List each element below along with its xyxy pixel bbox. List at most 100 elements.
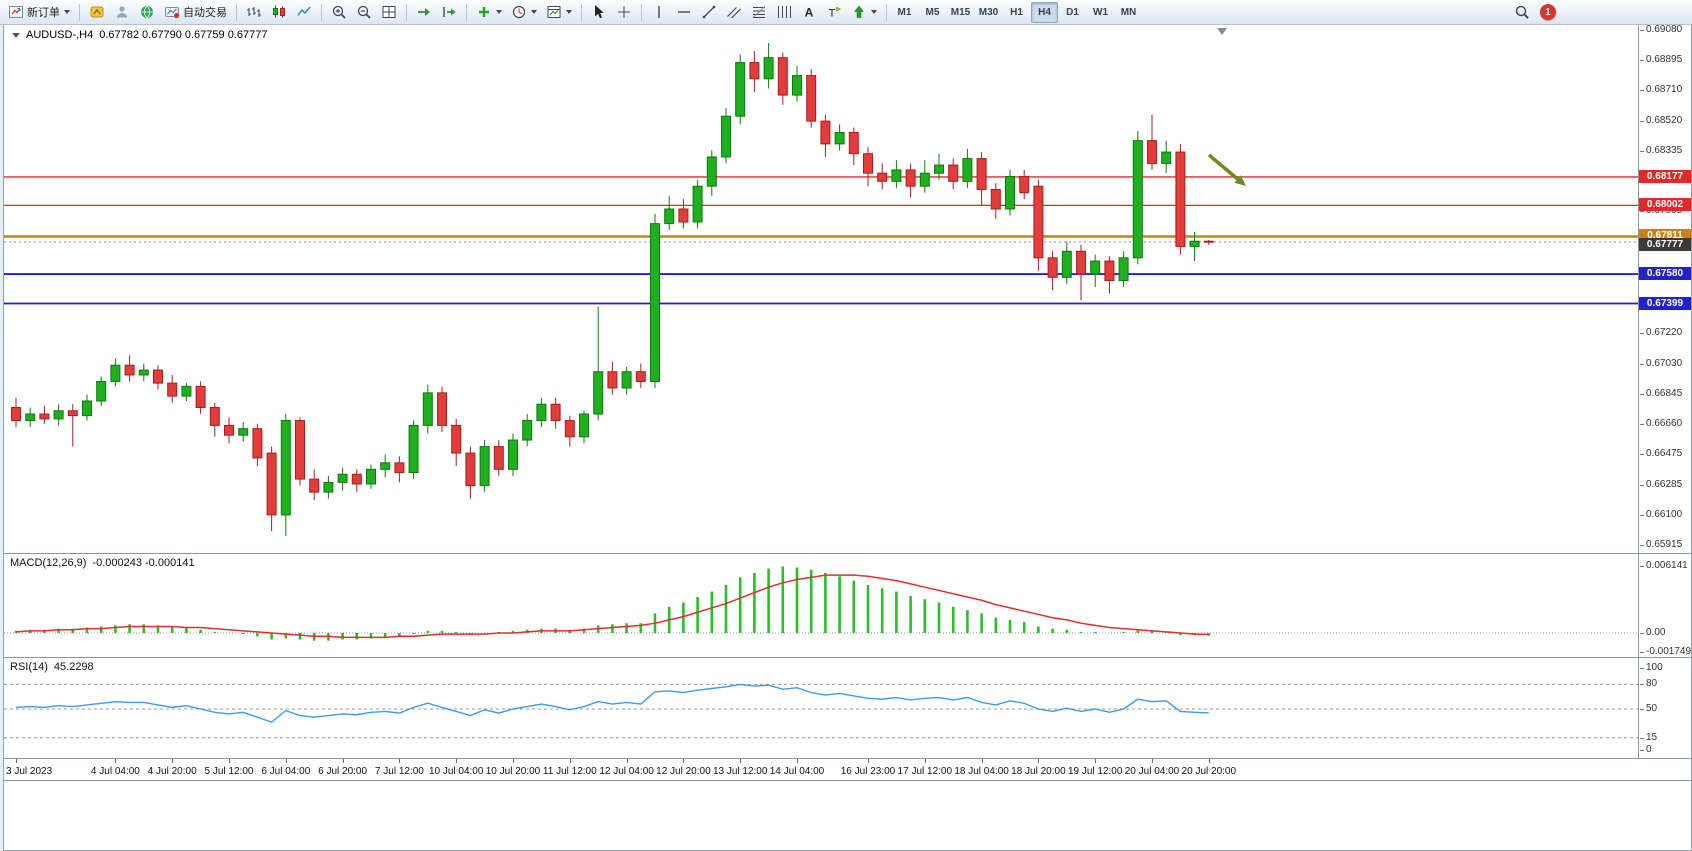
price-axis-label: 0.66285: [1639, 478, 1683, 490]
timeframe-m15[interactable]: M15: [947, 2, 974, 23]
time-axis-label: 20 Jul 20:00: [1181, 766, 1237, 777]
bars-icon: [246, 4, 262, 20]
tile-windows-button[interactable]: [377, 2, 401, 23]
horizontal-line-button[interactable]: [672, 2, 696, 23]
candle-body: [948, 164, 959, 182]
timeframe-mn[interactable]: MN: [1115, 2, 1142, 23]
line-chart-button[interactable]: [292, 2, 316, 23]
candle-body: [224, 424, 234, 436]
fibonacci-button[interactable]: [747, 2, 771, 23]
candle-body: [351, 473, 362, 485]
toolbar-separator: [641, 3, 642, 21]
candle-body: [209, 407, 220, 426]
rsi-canvas[interactable]: [4, 658, 1638, 759]
candle-body: [848, 132, 859, 155]
rsi-axis-label: 100: [1640, 662, 1663, 673]
candle-body: [96, 380, 107, 402]
price-axis-label: 0.66100: [1639, 508, 1683, 520]
price-axis-label: 0.67220: [1639, 326, 1683, 338]
toolbar-right: 1: [1510, 2, 1556, 23]
periods-button[interactable]: [507, 2, 541, 23]
candle-body: [706, 156, 717, 187]
toolbar: 新订单 自动交易 A T M1 M5 M15 M30 H1 H4 D1 W1 MN 1: [0, 0, 1692, 25]
candle-body: [493, 446, 504, 470]
community-button[interactable]: [135, 2, 159, 23]
timeframe-h4[interactable]: H4: [1031, 1, 1058, 23]
indicators-button[interactable]: [472, 2, 506, 23]
price-axis[interactable]: 0.69080 0.68895 0.68710 0.68520 0.68335 0.681…: [1638, 24, 1691, 553]
auto-scroll-button[interactable]: [412, 2, 436, 23]
cycle-lines-button[interactable]: [772, 2, 796, 23]
candle-body: [295, 420, 305, 480]
candle-body: [763, 57, 774, 80]
time-axis-tick: [1152, 759, 1153, 763]
add-indicator-icon: [476, 4, 492, 20]
zoom-out-button[interactable]: [352, 2, 376, 23]
timeframe-m5[interactable]: M5: [919, 2, 946, 23]
autotrading-button[interactable]: 自动交易: [160, 2, 231, 23]
vertical-line-button[interactable]: [647, 2, 671, 23]
time-axis-tick: [1038, 759, 1040, 763]
timeframe-d1[interactable]: D1: [1059, 2, 1086, 23]
timeframe-m30[interactable]: M30: [975, 2, 1002, 23]
bar-chart-button[interactable]: [242, 2, 266, 23]
candle-body: [976, 158, 987, 190]
candle-body: [465, 452, 476, 487]
time-axis-tick: [981, 759, 983, 763]
zoom-in-button[interactable]: [327, 2, 351, 23]
price-line-badge: 0.67580: [1639, 267, 1691, 281]
time-axis-tick: [456, 759, 458, 763]
arrows-button[interactable]: [847, 2, 881, 23]
rsi-axis-label: 0: [1640, 744, 1652, 755]
candle-body: [522, 420, 533, 441]
rsi-name: RSI(14): [10, 661, 48, 673]
trendline-button[interactable]: [697, 2, 721, 23]
rsi-axis-label: 50: [1639, 703, 1658, 714]
new-order-button[interactable]: 新订单: [4, 2, 74, 23]
chart-shift-button[interactable]: [437, 2, 461, 23]
macd-axis: 0.006141 0.00 -0.001749: [1638, 554, 1691, 657]
candlestick-chart-button[interactable]: [267, 2, 291, 23]
toolbar-separator: [321, 3, 322, 21]
text-label-button[interactable]: T: [822, 2, 846, 23]
search-button[interactable]: [1510, 2, 1534, 23]
time-axis-tick: [626, 759, 628, 763]
dropdown-caret-icon: [871, 10, 877, 14]
crosshair-button[interactable]: [612, 2, 636, 23]
notification-badge[interactable]: 1: [1540, 4, 1556, 20]
candle-body: [692, 185, 703, 223]
macd-canvas[interactable]: [4, 554, 1638, 658]
time-axis-label: 13 Jul 12:00: [712, 766, 768, 777]
candle-body: [238, 428, 249, 436]
time-axis-label: 18 Jul 20:00: [1011, 766, 1066, 777]
rsi-value: 45.2298: [53, 661, 94, 673]
candle-body: [124, 364, 135, 376]
timeframe-m1[interactable]: M1: [891, 2, 918, 23]
cursor-button[interactable]: [587, 2, 611, 23]
time-axis-label: 16 Jul 23:00: [840, 766, 896, 777]
rsi-panel: RSI(14) 45.2298 100 80 50 15 0: [4, 658, 1691, 759]
candle-body: [1033, 185, 1044, 259]
signals-button[interactable]: [110, 2, 134, 23]
candle-body: [153, 369, 163, 384]
rsi-axis-label: 80: [1639, 678, 1658, 690]
vline-icon: [651, 4, 667, 20]
time-axis-label: 20 Jul 04:00: [1124, 766, 1180, 777]
time-axis-label: 6 Jul 20:00: [318, 766, 368, 777]
equidistant-channel-button[interactable]: [722, 2, 746, 23]
candle-body: [934, 164, 944, 174]
text-button[interactable]: A: [797, 2, 821, 23]
timeframe-w1[interactable]: W1: [1087, 2, 1114, 23]
templates-button[interactable]: [542, 2, 576, 23]
one-click-trading-toggle[interactable]: [12, 32, 20, 38]
rsi-axis: 100 80 50 15 0: [1638, 658, 1691, 758]
market-button[interactable]: [85, 2, 109, 23]
dropdown-caret-icon: [496, 10, 502, 14]
annotation-arrow[interactable]: [1207, 153, 1241, 183]
candle-body: [380, 462, 391, 470]
time-axis[interactable]: 3 Jul 2023 4 Jul 04:00 4 Jul 20:00 5 Jul 12…: [4, 759, 1691, 781]
timeframe-h1[interactable]: H1: [1003, 2, 1030, 23]
candle-body: [309, 478, 320, 493]
price-chart-canvas[interactable]: [4, 25, 1638, 554]
price-axis-label: 0.66845: [1639, 387, 1683, 399]
